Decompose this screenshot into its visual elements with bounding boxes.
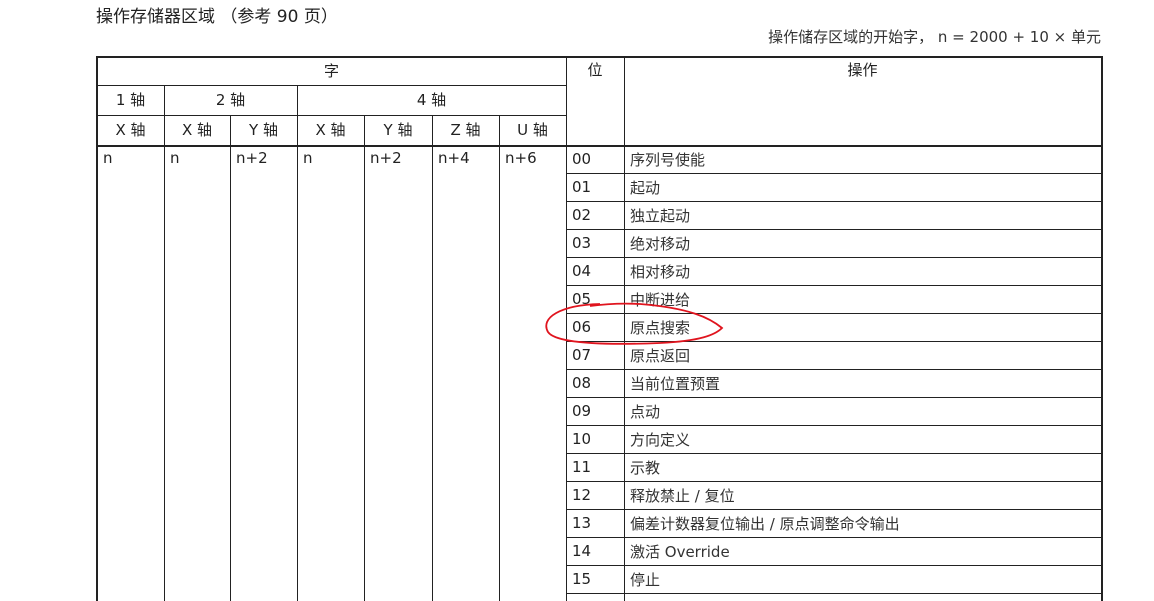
row-divider [566,509,1102,510]
header-word: 字 [323,62,339,80]
header-axis-group: 2 轴 [215,91,246,109]
table-rule [364,115,365,601]
bit-number: 07 [572,346,592,364]
table-rule [164,85,165,601]
header-axis: X 轴 [181,121,213,139]
page-title: 操作存储器区域 （参考 90 页） [96,7,338,27]
table-rule [624,56,625,601]
bit-number: 10 [572,430,592,448]
bit-number: 13 [572,514,592,532]
operation-name: 起动 [630,179,661,197]
bit-number: 08 [572,374,592,392]
header-axis: Z 轴 [450,121,481,139]
bit-number: 03 [572,234,592,252]
header-axis: Y 轴 [383,121,413,139]
header-operation: 操作 [847,61,878,79]
header-axis: X 轴 [315,121,346,139]
header-axis: X 轴 [115,121,146,139]
bit-number: 04 [572,262,592,280]
row-divider [566,229,1102,230]
row-divider [566,565,1102,566]
bit-number: 09 [572,402,592,420]
table-rule [230,115,231,601]
row-divider [566,397,1102,398]
table-right-border [1101,56,1103,601]
word-value: n [303,149,313,167]
operation-name: 示教 [630,459,661,477]
operation-name: 原点返回 [630,347,691,365]
header-axis: U 轴 [517,121,548,139]
table-left-border [96,56,98,601]
header-bit: 位 [587,61,603,79]
bit-number: 12 [572,486,592,504]
operation-name: 序列号使能 [630,151,706,169]
row-divider [566,173,1102,174]
row-divider [566,593,1102,594]
table-rule [432,115,433,601]
word-value: n [170,149,180,167]
operation-name: 独立起动 [630,207,691,225]
bit-number: 06 [572,318,592,336]
header-axis-group: 1 轴 [115,91,146,109]
word-value: n+2 [236,149,268,167]
bit-number: 01 [572,178,592,196]
operation-name: 停止 [630,571,661,589]
table-rule [97,115,566,116]
operation-name: 方向定义 [630,431,691,449]
bit-number: 02 [572,206,592,224]
row-divider [566,537,1102,538]
bit-number: 11 [572,458,592,476]
table-rule [97,85,566,86]
row-divider [566,341,1102,342]
row-divider [566,285,1102,286]
operation-name: 偏差计数器复位输出 / 原点调整命令输出 [630,515,900,533]
operation-name: 原点搜索 [630,319,691,337]
row-divider [566,453,1102,454]
header-axis-group: 4 轴 [416,91,447,109]
operation-name: 激活 Override [630,543,730,561]
word-value: n [103,149,113,167]
table-rule [499,115,500,601]
operation-name: 相对移动 [630,263,691,281]
operation-name: 点动 [630,403,661,421]
table-top-border [97,56,1102,58]
operation-name: 当前位置预置 [630,375,721,393]
operation-name: 绝对移动 [630,235,691,253]
word-value: n+2 [370,149,402,167]
bit-number: 00 [572,150,592,168]
row-divider [566,369,1102,370]
row-divider [566,201,1102,202]
row-divider [566,313,1102,314]
table-rule [297,85,298,601]
row-divider [566,481,1102,482]
operation-name: 释放禁止 / 复位 [630,487,735,505]
table-rule [566,56,567,601]
bit-number: 15 [572,570,592,588]
bit-number: 05 [572,290,592,308]
start-word-note: 操作储存区域的开始字， n = 2000 + 10 × 单元 [768,28,1101,46]
word-value: n+4 [438,149,470,167]
bit-number: 14 [572,542,592,560]
row-divider [566,257,1102,258]
word-value: n+6 [505,149,537,167]
header-bottom-border [97,145,1102,147]
row-divider [566,425,1102,426]
header-axis: Y 轴 [249,121,278,139]
